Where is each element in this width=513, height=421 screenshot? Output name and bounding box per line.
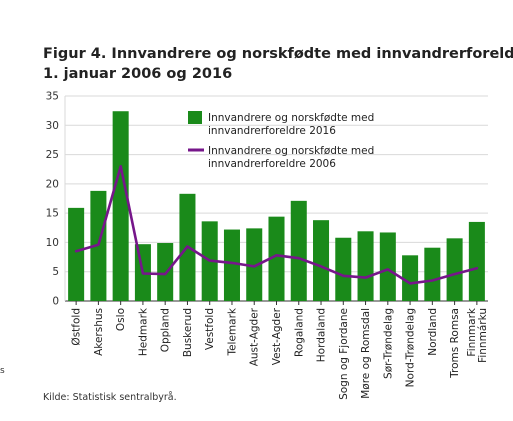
legend-label: Innvandrere og norskfødte med bbox=[208, 112, 374, 124]
x-tick-label: Rogaland bbox=[293, 308, 305, 357]
bar bbox=[112, 111, 129, 301]
x-tick-label: Sogn og Fjordane bbox=[338, 308, 350, 400]
bar bbox=[290, 200, 307, 301]
x-tick-label: Troms Romsa bbox=[449, 308, 461, 379]
bar bbox=[357, 231, 374, 301]
x-tick-label: Vest-Agder bbox=[271, 307, 283, 365]
x-tick-label: Oslo bbox=[115, 308, 127, 331]
y-tick-label: 5 bbox=[52, 266, 59, 278]
legend-label: innvandrerforeldre 2016 bbox=[208, 125, 336, 137]
x-tick-label: Telemark bbox=[226, 307, 238, 356]
y-tick-label: 25 bbox=[46, 149, 59, 161]
x-tick-label: Hedmark bbox=[137, 307, 149, 356]
x-tick-label: Buskerud bbox=[182, 308, 194, 357]
x-tick-label: Østfold bbox=[71, 308, 83, 346]
x-tick-label: Finnmárku bbox=[477, 308, 489, 363]
bar bbox=[313, 220, 330, 301]
source-note: Kilde: Statistisk sentralbyrå. bbox=[43, 392, 177, 403]
x-tick-label: Akershus bbox=[93, 308, 105, 356]
bar bbox=[402, 255, 419, 301]
bar bbox=[246, 228, 263, 301]
edge-text-fragment: s bbox=[0, 366, 5, 376]
bar bbox=[379, 232, 396, 301]
x-tick-label: Finnmark bbox=[466, 307, 478, 356]
legend-swatch-bar bbox=[188, 111, 202, 124]
x-tick-label: Aust-Agder bbox=[249, 307, 261, 366]
x-tick-label: Møre og Romsdal bbox=[360, 308, 372, 399]
y-tick-label: 35 bbox=[46, 91, 59, 103]
bar bbox=[424, 247, 441, 301]
y-tick-label: 20 bbox=[46, 178, 59, 190]
x-tick-label: Hordaland bbox=[316, 308, 328, 362]
chart-title-line-1: Figur 4. Innvandrere og norskfødte med i… bbox=[43, 46, 513, 62]
series-line-2006 bbox=[74, 165, 479, 285]
chart-title-line-2: 1. januar 2006 og 2016 bbox=[43, 66, 233, 82]
legend-label: innvandrerforeldre 2006 bbox=[208, 158, 336, 170]
x-tick-label: Nord-Trøndelag bbox=[405, 308, 417, 387]
bar bbox=[223, 229, 240, 301]
bar bbox=[68, 207, 85, 301]
chart-title: Figur 4. Innvandrere og norskfødte med i… bbox=[43, 44, 513, 84]
legend-label: Innvandrere og norskfødte med bbox=[208, 145, 374, 157]
x-tick-label: Vestfold bbox=[204, 308, 216, 350]
y-tick-label: 15 bbox=[46, 208, 59, 220]
bar bbox=[446, 238, 463, 301]
y-tick-label: 30 bbox=[46, 120, 59, 132]
bar bbox=[268, 216, 285, 301]
y-tick-label: 0 bbox=[52, 296, 59, 308]
bar bbox=[468, 221, 485, 301]
y-tick-label: 10 bbox=[46, 237, 59, 249]
bar bbox=[157, 243, 174, 301]
x-tick-label: Sør-Trøndelag bbox=[382, 308, 394, 379]
x-tick-label: Oppland bbox=[160, 308, 172, 352]
bar bbox=[335, 237, 352, 301]
x-tick-label: Nordland bbox=[427, 308, 439, 356]
